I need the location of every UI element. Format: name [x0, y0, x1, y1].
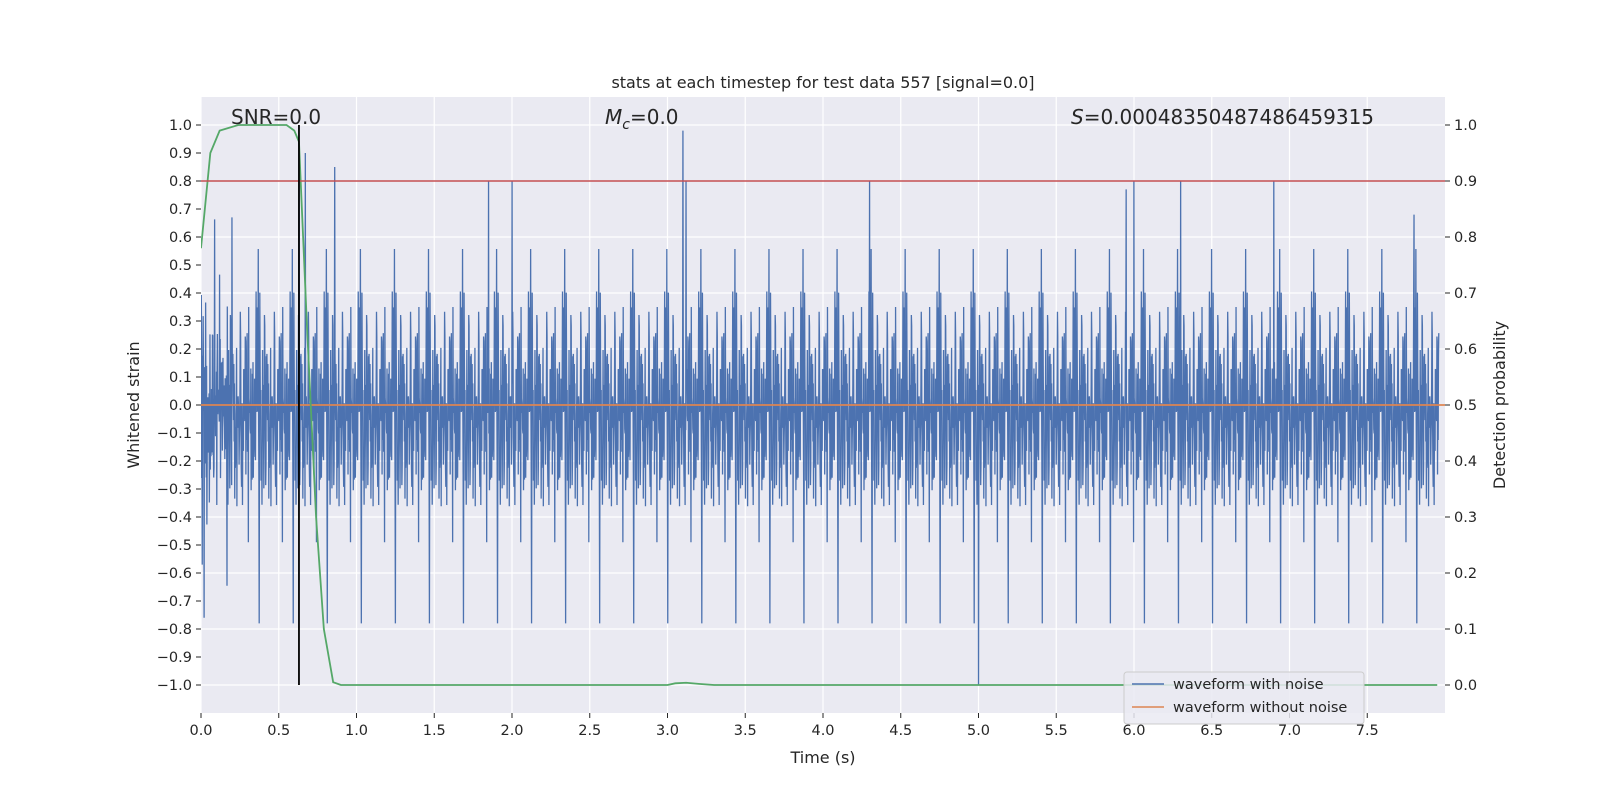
x-tick-label: 2.0	[500, 723, 523, 739]
snr-annotation: SNR=0.0	[231, 105, 321, 129]
y-left-tick-label: 0.4	[169, 286, 192, 302]
series-line-waveform-with-noise	[201, 130, 1440, 686]
mc-symbol: M	[605, 105, 622, 129]
y-right-tick-label: 0.0	[1454, 678, 1477, 694]
legend-label-clean: waveform without noise	[1173, 700, 1347, 716]
chart-title: stats at each timestep for test data 557…	[611, 73, 1034, 92]
y-right-tick-label: 0.4	[1454, 454, 1477, 470]
y-left-tick-label: −1.0	[157, 678, 192, 694]
legend: waveform with noise waveform without noi…	[1123, 671, 1365, 725]
y-right-tick-label: 1.0	[1454, 118, 1477, 134]
y-right-tick-label: 0.8	[1454, 230, 1477, 246]
y-left-tick-label: −0.5	[157, 538, 192, 554]
y-left-tick-label: 0.2	[169, 342, 192, 358]
y-left-tick-label: −0.7	[157, 594, 192, 610]
y-left-tick-label: −0.1	[157, 426, 192, 442]
y-left-tick-label: 0.6	[169, 230, 192, 246]
x-axis: 0.0 0.5 1.0 1.5 2.0 2.5 3.0 3.5 4.0 4.5 5.0 5.5 6.0 6…	[189, 713, 1379, 739]
y-right-tick-label: 0.5	[1454, 398, 1477, 414]
legend-label-noise: waveform with noise	[1173, 677, 1324, 693]
x-tick-label: 1.0	[345, 723, 368, 739]
y-left-tick-label: −0.3	[157, 482, 192, 498]
s-value: =0.00048350487486459315	[1084, 105, 1374, 129]
x-tick-label: 3.0	[656, 723, 679, 739]
x-tick-label: 5.5	[1045, 723, 1068, 739]
y-left-tick-label: 0.5	[169, 258, 192, 274]
y-left-tick-label: 1.0	[169, 118, 192, 134]
x-tick-label: 7.0	[1278, 723, 1301, 739]
x-tick-label: 0.0	[189, 723, 212, 739]
mc-subscript: c	[622, 117, 630, 133]
y-left-tick-label: −0.9	[157, 650, 192, 666]
x-tick-label: 1.5	[423, 723, 446, 739]
s-annotation: S=0.00048350487486459315	[1071, 105, 1374, 129]
y-right-tick-label: 0.9	[1454, 174, 1477, 190]
y-right-tick-label: 0.2	[1454, 566, 1477, 582]
y-left-tick-label: −0.8	[157, 622, 192, 638]
y-axis-right: 1.0 0.9 0.8 0.7 0.6 0.5 0.4 0.3 0.2 0.1 0.0	[1445, 118, 1477, 694]
series-line-detection-probability	[201, 124, 1438, 686]
series-layer	[201, 124, 1445, 686]
mc-annotation: Mc=0.0	[605, 105, 679, 133]
y-axis-left: 1.0 0.9 0.8 0.7 0.6 0.5 0.4 0.3 0.2 0.1 0.0 −0.1 −0.…	[157, 118, 201, 694]
y-left-tick-label: −0.6	[157, 566, 192, 582]
x-tick-label: 2.5	[578, 723, 601, 739]
x-tick-label: 6.5	[1200, 723, 1223, 739]
x-tick-label: 4.5	[889, 723, 912, 739]
y-left-tick-label: −0.2	[157, 454, 192, 470]
s-symbol: S	[1071, 105, 1084, 129]
y-right-tick-label: 0.6	[1454, 342, 1477, 358]
y-left-tick-label: 0.3	[169, 314, 192, 330]
legend-box	[1123, 671, 1365, 725]
y-left-tick-label: 0.8	[169, 174, 192, 190]
x-tick-label: 0.5	[267, 723, 290, 739]
x-tick-label: 4.0	[811, 723, 834, 739]
y-right-tick-label: 0.1	[1454, 622, 1477, 638]
mc-value: =0.0	[630, 105, 679, 129]
y-left-tick-label: 0.7	[169, 202, 192, 218]
x-tick-label: 7.5	[1356, 723, 1379, 739]
y-left-tick-label: −0.4	[157, 510, 192, 526]
y-left-tick-label: 0.9	[169, 146, 192, 162]
y-axis-left-label: Whitened strain	[124, 341, 143, 468]
x-tick-label: 6.0	[1122, 723, 1145, 739]
y-right-tick-label: 0.7	[1454, 286, 1477, 302]
y-axis-right-label: Detection probability	[1490, 321, 1509, 489]
y-left-tick-label: 0.0	[169, 398, 192, 414]
x-axis-label: Time (s)	[789, 748, 855, 767]
x-tick-label: 5.0	[967, 723, 990, 739]
y-left-tick-label: 0.1	[169, 370, 192, 386]
y-right-tick-label: 0.3	[1454, 510, 1477, 526]
x-tick-label: 3.5	[734, 723, 757, 739]
